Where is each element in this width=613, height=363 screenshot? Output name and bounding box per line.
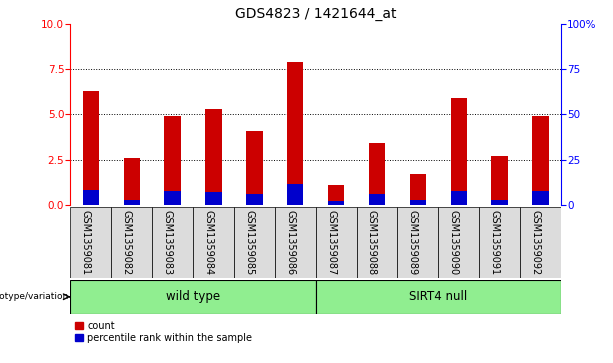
- Bar: [124, 158, 140, 205]
- Text: GSM1359089: GSM1359089: [408, 211, 418, 276]
- Bar: [124, 200, 140, 205]
- Text: wild type: wild type: [166, 290, 220, 303]
- Bar: [70, 280, 316, 314]
- Bar: [492, 156, 508, 205]
- Bar: [409, 174, 426, 205]
- Text: GSM1359083: GSM1359083: [162, 211, 173, 276]
- Bar: [492, 200, 508, 205]
- Bar: [328, 200, 345, 205]
- Text: GSM1359087: GSM1359087: [326, 211, 336, 276]
- FancyBboxPatch shape: [152, 207, 193, 278]
- Bar: [328, 185, 345, 205]
- FancyBboxPatch shape: [112, 207, 152, 278]
- Bar: [164, 192, 181, 205]
- Title: GDS4823 / 1421644_at: GDS4823 / 1421644_at: [235, 7, 397, 21]
- Bar: [205, 192, 222, 205]
- Text: GSM1359085: GSM1359085: [245, 211, 254, 276]
- Bar: [83, 91, 99, 205]
- Text: GSM1359082: GSM1359082: [122, 211, 132, 276]
- Bar: [532, 116, 549, 205]
- Text: genotype/variation: genotype/variation: [0, 292, 69, 301]
- Bar: [451, 98, 467, 205]
- Bar: [409, 200, 426, 205]
- FancyBboxPatch shape: [479, 207, 520, 278]
- FancyBboxPatch shape: [70, 207, 112, 278]
- Text: GSM1359091: GSM1359091: [490, 211, 500, 276]
- Bar: [451, 192, 467, 205]
- Legend: count, percentile rank within the sample: count, percentile rank within the sample: [75, 321, 252, 343]
- Text: GSM1359092: GSM1359092: [530, 211, 541, 276]
- Bar: [532, 191, 549, 205]
- Text: GSM1359086: GSM1359086: [285, 211, 295, 276]
- FancyBboxPatch shape: [397, 207, 438, 278]
- FancyBboxPatch shape: [357, 207, 397, 278]
- Text: GSM1359081: GSM1359081: [81, 211, 91, 276]
- Bar: [316, 280, 561, 314]
- Bar: [205, 109, 222, 205]
- Bar: [287, 184, 303, 205]
- Bar: [246, 194, 262, 205]
- Bar: [164, 116, 181, 205]
- FancyBboxPatch shape: [438, 207, 479, 278]
- FancyBboxPatch shape: [234, 207, 275, 278]
- Bar: [369, 194, 385, 205]
- Text: SIRT4 null: SIRT4 null: [409, 290, 468, 303]
- FancyBboxPatch shape: [193, 207, 234, 278]
- FancyBboxPatch shape: [316, 207, 357, 278]
- Text: GSM1359084: GSM1359084: [204, 211, 213, 276]
- Bar: [246, 131, 262, 205]
- Bar: [369, 143, 385, 205]
- Text: GSM1359090: GSM1359090: [449, 211, 459, 276]
- FancyBboxPatch shape: [520, 207, 561, 278]
- Text: GSM1359088: GSM1359088: [367, 211, 377, 276]
- Bar: [287, 62, 303, 205]
- FancyBboxPatch shape: [275, 207, 316, 278]
- Bar: [83, 189, 99, 205]
